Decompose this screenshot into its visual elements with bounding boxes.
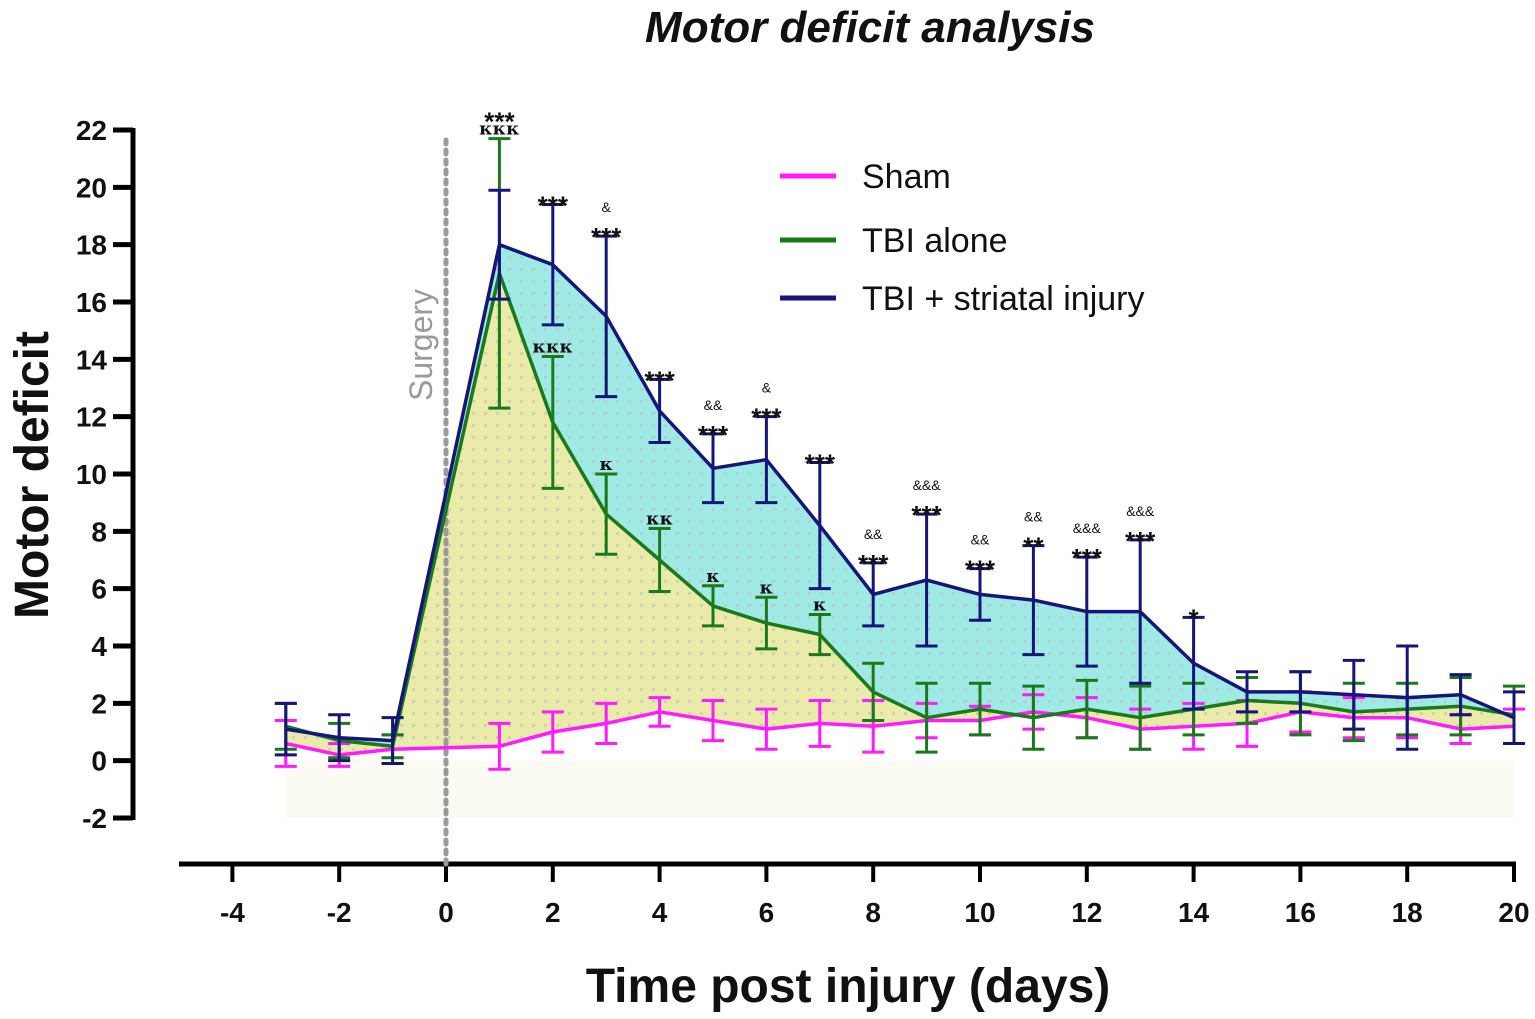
y-tick-label: -2 bbox=[82, 803, 107, 834]
x-tick-label: -2 bbox=[327, 897, 352, 928]
area-fills bbox=[285, 244, 1514, 818]
y-axis-title: Motor deficit bbox=[6, 331, 59, 619]
x-tick-label: 12 bbox=[1071, 897, 1102, 928]
x-tick-label: 10 bbox=[964, 897, 995, 928]
y-tick-label: 22 bbox=[76, 115, 107, 146]
x-tick-label: 16 bbox=[1285, 897, 1316, 928]
y-tick-label: 8 bbox=[91, 516, 107, 547]
annotation-star: *** bbox=[805, 449, 836, 479]
y-tick-label: 16 bbox=[76, 287, 107, 318]
annotation-star: *** bbox=[484, 107, 515, 137]
striatal-area-texture bbox=[285, 244, 1514, 747]
x-tick-label: 4 bbox=[652, 897, 668, 928]
annotation-amp: & bbox=[602, 199, 612, 215]
annotation-kappa: κ bbox=[706, 566, 720, 587]
annotation-kappa: κκκ bbox=[479, 119, 519, 140]
annotation-star: *** bbox=[698, 420, 729, 450]
chart-title: Motor deficit analysis bbox=[645, 3, 1095, 52]
annotation-kappa: κ bbox=[760, 577, 774, 598]
y-tick-label: 4 bbox=[91, 631, 107, 662]
legend-item-tbi: TBI alone bbox=[780, 222, 1008, 260]
annotation-star: *** bbox=[858, 549, 889, 579]
legend-label: Sham bbox=[862, 158, 951, 196]
x-tick-label: 20 bbox=[1498, 897, 1529, 928]
annotation-amp: && bbox=[864, 526, 883, 542]
annotation-star: *** bbox=[538, 191, 569, 221]
axes: -2 0 2 4 6 8 10 12 14 16 18 20 22 -4 -2 0 2 4 6 8 10 12 14 16 18… bbox=[76, 115, 1530, 928]
x-tick-label: 0 bbox=[438, 897, 454, 928]
annotation-star: *** bbox=[644, 365, 675, 395]
annotation-star: ** bbox=[1023, 532, 1044, 562]
tbi-line bbox=[285, 271, 1515, 749]
legend-label: TBI + striatal injury bbox=[862, 280, 1144, 318]
annotation-star: *** bbox=[965, 555, 996, 585]
annotation-star: *** bbox=[591, 222, 622, 252]
x-axis-title: Time post injury (days) bbox=[586, 960, 1111, 1013]
annotation-star: *** bbox=[1125, 526, 1156, 556]
legend-label: TBI alone bbox=[862, 222, 1008, 260]
y-tick-label: 18 bbox=[76, 230, 107, 261]
x-tick-label: 18 bbox=[1392, 897, 1423, 928]
significance-annotations: κκκ******κκκ***&κ***κκ***&&κ***&κ***κ***… bbox=[479, 107, 1199, 634]
x-tick-label: 2 bbox=[545, 897, 561, 928]
annotation-star: *** bbox=[751, 403, 782, 433]
annotation-kappa: κ bbox=[599, 454, 613, 475]
annotation-kappa: κκ bbox=[646, 508, 673, 529]
series-group bbox=[274, 137, 1525, 771]
y-tick-label: 14 bbox=[76, 344, 108, 375]
annotation-amp: && bbox=[1024, 509, 1043, 525]
x-tick-label: -4 bbox=[220, 897, 245, 928]
y-tick-label: 0 bbox=[91, 746, 107, 777]
legend-item-striatal: TBI + striatal injury bbox=[780, 280, 1144, 318]
annotation-star: *** bbox=[911, 500, 942, 530]
legend: Sham TBI alone TBI + striatal injury bbox=[780, 158, 1144, 318]
y-tick-label: 20 bbox=[76, 172, 107, 203]
annotation-star: * bbox=[1189, 603, 1200, 633]
y-tick-label: 2 bbox=[91, 688, 107, 719]
annotation-amp: && bbox=[704, 397, 723, 413]
legend-item-sham: Sham bbox=[780, 158, 951, 196]
x-tick-label: 14 bbox=[1178, 897, 1210, 928]
surgery-label: Surgery bbox=[403, 289, 439, 401]
annotation-amp: &&& bbox=[1126, 503, 1155, 519]
tbi-area-texture bbox=[285, 273, 1514, 755]
baseline-band bbox=[285, 760, 1514, 818]
annotation-star: *** bbox=[1072, 543, 1103, 573]
x-tick-label: 6 bbox=[759, 897, 775, 928]
annotation-kappa: κκκ bbox=[533, 336, 573, 357]
surgery-marker: Surgery bbox=[403, 137, 449, 867]
annotation-amp: && bbox=[971, 532, 990, 548]
x-tick-label: 8 bbox=[865, 897, 881, 928]
annotation-amp: & bbox=[762, 380, 772, 396]
annotation-kappa: κ bbox=[813, 594, 827, 615]
y-tick-label: 10 bbox=[76, 459, 107, 490]
striatal-series bbox=[274, 188, 1525, 766]
y-tick-label: 6 bbox=[91, 574, 107, 605]
annotation-amp: &&& bbox=[1073, 520, 1102, 536]
annotation-amp: &&& bbox=[913, 477, 942, 493]
striatal-line bbox=[285, 242, 1515, 743]
y-tick-label: 12 bbox=[76, 402, 107, 433]
